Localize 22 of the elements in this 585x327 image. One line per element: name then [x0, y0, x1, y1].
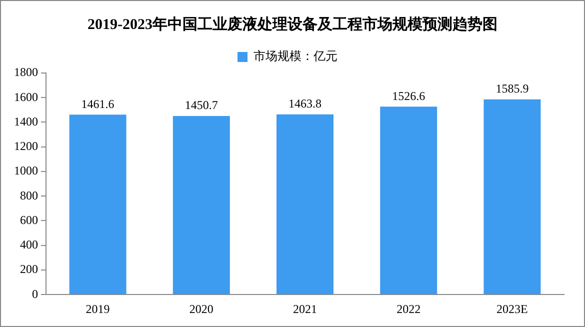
- data-label: 1585.9: [496, 82, 529, 96]
- y-tick-label: 1200: [14, 139, 38, 154]
- data-label: 1526.6: [392, 88, 426, 103]
- x-tick-label: 2022: [396, 302, 421, 316]
- y-tick-label: 1800: [14, 65, 38, 80]
- y-tick-label: 600: [20, 212, 38, 227]
- legend-label: 市场规模：亿元: [254, 49, 338, 64]
- y-tick-label: 1000: [14, 164, 38, 178]
- x-tick-label: 2021: [293, 302, 317, 316]
- y-tick-label: 400: [20, 238, 38, 252]
- data-label: 1461.6: [81, 96, 114, 111]
- y-tick-label: 0: [32, 286, 38, 301]
- x-tick-label: 2020: [189, 302, 214, 316]
- data-label: 1463.8: [288, 96, 322, 111]
- y-tick-label: 1400: [14, 114, 38, 128]
- y-tick-label: 200: [20, 262, 38, 276]
- x-tick-label: 2023E: [496, 302, 528, 316]
- x-tick-label: 2019: [86, 302, 110, 316]
- y-tick-label: 800: [20, 188, 38, 202]
- chart-title: 2019-2023年中国工业废液处理设备及工程市场规模预测趋势图: [86, 15, 498, 34]
- data-label: 1450.7: [184, 98, 218, 112]
- y-tick-label: 1600: [14, 90, 38, 104]
